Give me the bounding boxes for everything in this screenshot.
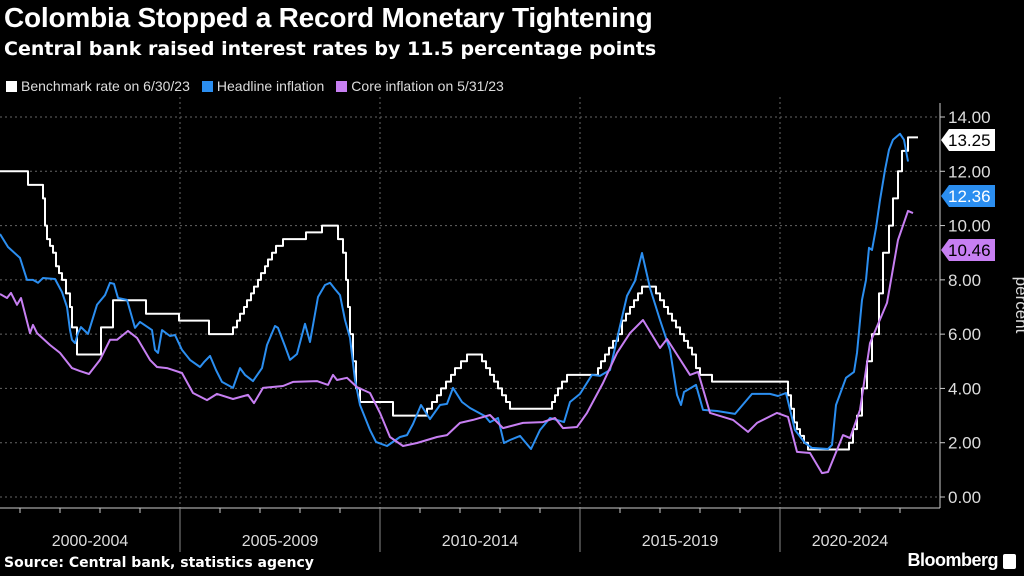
bloomberg-logo: Bloomberg — [907, 550, 998, 570]
y-tick-label: 8.00 — [948, 271, 981, 290]
end-label-value-headline: 12.36 — [948, 187, 991, 206]
series-line-headline — [0, 132, 909, 450]
end-label-box-headline — [941, 185, 995, 207]
end-label-value-core: 10.46 — [948, 241, 991, 260]
chart-title: Colombia Stopped a Record Monetary Tight… — [4, 2, 653, 33]
bloomberg-chart-icon — [1003, 554, 1016, 569]
y-tick-label: 4.00 — [948, 379, 981, 398]
legend-swatch-benchmark — [6, 80, 17, 92]
series-line-benchmark — [0, 136, 918, 451]
axes: 0.00 2.00 4.00 6.00 8.00 10.00 12.00 14.00 2000-… — [0, 103, 991, 552]
y-axis-label: percent — [1012, 277, 1024, 334]
source-note: Source: Central bank, statistics agency — [4, 555, 314, 571]
y-tick-label: 2.00 — [948, 434, 981, 453]
legend-item-core: Core inflation on 5/31/23 — [336, 78, 504, 94]
y-tick-label: 10.00 — [948, 217, 991, 236]
x-period-label: 2015-2019 — [642, 533, 719, 550]
legend-label-benchmark: Benchmark rate on 6/30/23 — [21, 78, 190, 94]
end-label-headline: 12.36 — [941, 185, 995, 207]
legend-item-headline: Headline inflation — [201, 78, 325, 94]
y-tick-label: 12.00 — [948, 162, 991, 181]
end-label-benchmark: 13.25 — [941, 129, 995, 151]
end-label-box-core — [941, 239, 995, 261]
x-period-label: 2010-2014 — [442, 533, 519, 550]
y-tick-label: 0.00 — [948, 488, 981, 507]
x-period-label: 2005-2009 — [242, 533, 319, 550]
end-label-value-benchmark: 13.25 — [948, 131, 991, 150]
legend-label-headline: Headline inflation — [216, 78, 325, 94]
legend-label-core: Core inflation on 5/31/23 — [351, 78, 504, 94]
x-period-label: 2020-2024 — [812, 533, 889, 550]
end-value-labels: 13.25 12.36 10.46 — [941, 129, 995, 261]
legend-item-benchmark: Benchmark rate on 6/30/23 — [6, 78, 190, 94]
series-lines — [0, 132, 918, 475]
legend: Benchmark rate on 6/30/23 Headline infla… — [6, 78, 504, 94]
legend-swatch-headline — [201, 80, 213, 92]
series-line-core — [0, 209, 914, 475]
chart-subtitle: Central bank raised interest rates by 11… — [4, 38, 657, 60]
y-tick-label: 14.00 — [948, 108, 991, 127]
legend-swatch-core — [336, 80, 348, 92]
end-label-box-benchmark — [941, 129, 995, 151]
gridlines — [0, 97, 940, 508]
x-period-label: 2000-2004 — [52, 533, 129, 550]
y-tick-label: 6.00 — [948, 325, 981, 344]
end-label-core: 10.46 — [941, 239, 995, 261]
